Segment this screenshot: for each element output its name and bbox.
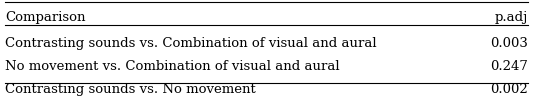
Text: Contrasting sounds vs. Combination of visual and aural: Contrasting sounds vs. Combination of vi… [5, 37, 377, 50]
Text: 0.247: 0.247 [490, 60, 528, 73]
Text: 0.002: 0.002 [490, 83, 528, 96]
Text: Contrasting sounds vs. No movement: Contrasting sounds vs. No movement [5, 83, 256, 96]
Text: No movement vs. Combination of visual and aural: No movement vs. Combination of visual an… [5, 60, 340, 73]
Text: p.adj: p.adj [494, 11, 528, 24]
Text: 0.003: 0.003 [490, 37, 528, 50]
Text: Comparison: Comparison [5, 11, 86, 24]
